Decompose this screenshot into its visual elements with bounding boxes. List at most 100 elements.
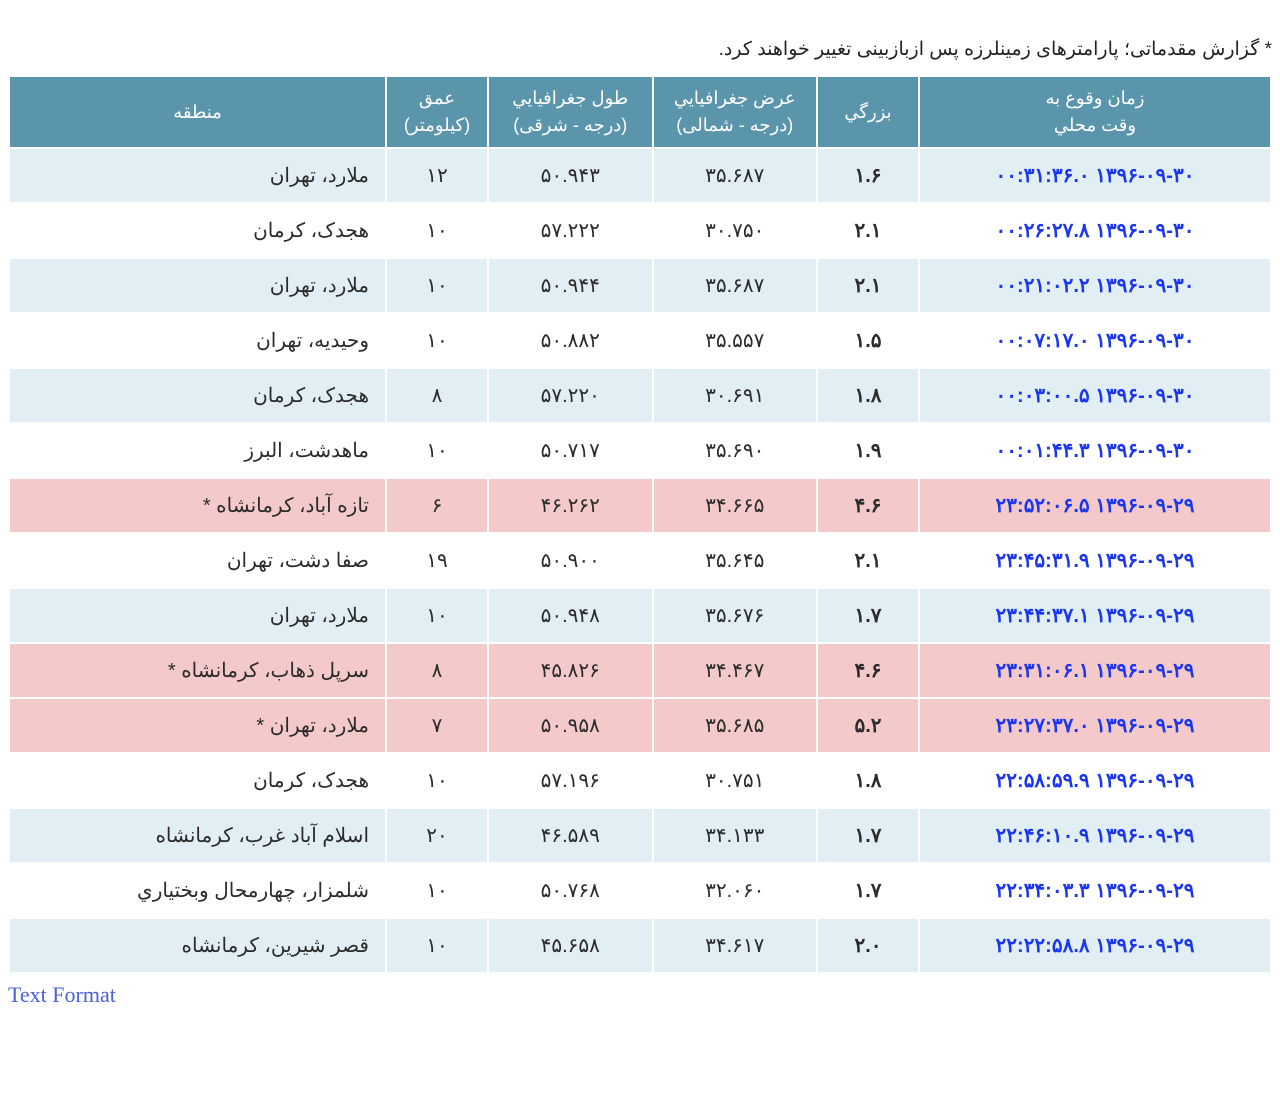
cell-mag: ۵.۲ xyxy=(818,699,918,752)
cell-time[interactable]: ۱۳۹۶-۰۹-۲۹ ۲۳:۴۴:۳۷.۱ xyxy=(920,589,1270,642)
cell-time[interactable]: ۱۳۹۶-۰۹-۳۰ ۰۰:۰۱:۴۴.۳ xyxy=(920,424,1270,477)
cell-lon: ۵۰.۷۱۷ xyxy=(489,424,652,477)
cell-mag: ۱.۷ xyxy=(818,864,918,917)
event-link[interactable]: ۱۳۹۶-۰۹-۲۹ ۲۳:۴۴:۳۷.۱ xyxy=(996,605,1195,627)
cell-region: هجدک، کرمان xyxy=(10,204,385,257)
cell-time[interactable]: ۱۳۹۶-۰۹-۳۰ ۰۰:۰۳:۰۰.۵ xyxy=(920,369,1270,422)
cell-depth: ۸ xyxy=(387,369,487,422)
event-link[interactable]: ۱۳۹۶-۰۹-۲۹ ۲۲:۲۲:۵۸.۸ xyxy=(996,935,1195,957)
text-format-link[interactable]: Text Format xyxy=(8,974,1272,1008)
cell-depth: ۱۰ xyxy=(387,424,487,477)
event-link[interactable]: ۱۳۹۶-۰۹-۲۹ ۲۲:۵۸:۵۹.۹ xyxy=(996,770,1195,792)
cell-depth: ۸ xyxy=(387,644,487,697)
cell-mag: ۱.۷ xyxy=(818,589,918,642)
cell-time[interactable]: ۱۳۹۶-۰۹-۲۹ ۲۲:۲۲:۵۸.۸ xyxy=(920,919,1270,972)
event-link[interactable]: ۱۳۹۶-۰۹-۲۹ ۲۳:۵۲:۰۶.۵ xyxy=(996,495,1195,517)
table-row: ۱۳۹۶-۰۹-۲۹ ۲۲:۳۴:۰۳.۳۱.۷۳۲.۰۶۰۵۰.۷۶۸۱۰شل… xyxy=(10,864,1270,917)
event-link[interactable]: ۱۳۹۶-۰۹-۳۰ ۰۰:۰۳:۰۰.۵ xyxy=(996,385,1195,407)
table-row: ۱۳۹۶-۰۹-۳۰ ۰۰:۰۱:۴۴.۳۱.۹۳۵.۶۹۰۵۰.۷۱۷۱۰ما… xyxy=(10,424,1270,477)
cell-lat: ۳۵.۵۵۷ xyxy=(654,314,817,367)
cell-lon: ۴۶.۲۶۲ xyxy=(489,479,652,532)
col-region: منطقه xyxy=(10,77,385,147)
cell-depth: ۱۰ xyxy=(387,589,487,642)
cell-depth: ۱۰ xyxy=(387,864,487,917)
table-row: ۱۳۹۶-۰۹-۲۹ ۲۲:۵۸:۵۹.۹۱.۸۳۰.۷۵۱۵۷.۱۹۶۱۰هج… xyxy=(10,754,1270,807)
cell-mag: ۴.۶ xyxy=(818,479,918,532)
table-row: ۱۳۹۶-۰۹-۲۹ ۲۳:۲۷:۳۷.۰۵.۲۳۵.۶۸۵۵۰.۹۵۸۷ملا… xyxy=(10,699,1270,752)
cell-lon: ۵۷.۱۹۶ xyxy=(489,754,652,807)
cell-lon: ۵۰.۹۵۸ xyxy=(489,699,652,752)
event-link[interactable]: ۱۳۹۶-۰۹-۳۰ ۰۰:۳۱:۳۶.۰ xyxy=(996,165,1195,187)
cell-depth: ۲۰ xyxy=(387,809,487,862)
cell-time[interactable]: ۱۳۹۶-۰۹-۲۹ ۲۳:۵۲:۰۶.۵ xyxy=(920,479,1270,532)
cell-time[interactable]: ۱۳۹۶-۰۹-۳۰ ۰۰:۳۱:۳۶.۰ xyxy=(920,149,1270,202)
earthquake-table: زمان وقوع بهوقت محليبزرگيعرض جغرافيايي(د… xyxy=(8,75,1272,974)
event-link[interactable]: ۱۳۹۶-۰۹-۲۹ ۲۳:۴۵:۳۱.۹ xyxy=(996,550,1195,572)
cell-time[interactable]: ۱۳۹۶-۰۹-۲۹ ۲۳:۴۵:۳۱.۹ xyxy=(920,534,1270,587)
table-body: ۱۳۹۶-۰۹-۳۰ ۰۰:۳۱:۳۶.۰۱.۶۳۵.۶۸۷۵۰.۹۴۳۱۲مل… xyxy=(10,149,1270,972)
cell-time[interactable]: ۱۳۹۶-۰۹-۲۹ ۲۲:۴۶:۱۰.۹ xyxy=(920,809,1270,862)
cell-region: ملارد، تهران * xyxy=(10,699,385,752)
event-link[interactable]: ۱۳۹۶-۰۹-۲۹ ۲۳:۳۱:۰۶.۱ xyxy=(996,660,1195,682)
cell-region: سرپل ذهاب، کرمانشاه * xyxy=(10,644,385,697)
table-row: ۱۳۹۶-۰۹-۳۰ ۰۰:۰۷:۱۷.۰۱.۵۳۵.۵۵۷۵۰.۸۸۲۱۰وح… xyxy=(10,314,1270,367)
cell-lon: ۵۷.۲۲۰ xyxy=(489,369,652,422)
cell-time[interactable]: ۱۳۹۶-۰۹-۲۹ ۲۳:۳۱:۰۶.۱ xyxy=(920,644,1270,697)
cell-lat: ۳۰.۷۵۱ xyxy=(654,754,817,807)
cell-lon: ۵۰.۹۴۳ xyxy=(489,149,652,202)
cell-depth: ۱۹ xyxy=(387,534,487,587)
table-row: ۱۳۹۶-۰۹-۲۹ ۲۳:۳۱:۰۶.۱۴.۶۳۴.۴۶۷۴۵.۸۲۶۸سرپ… xyxy=(10,644,1270,697)
event-link[interactable]: ۱۳۹۶-۰۹-۲۹ ۲۲:۴۶:۱۰.۹ xyxy=(996,825,1195,847)
cell-mag: ۲.۱ xyxy=(818,259,918,312)
table-row: ۱۳۹۶-۰۹-۲۹ ۲۳:۵۲:۰۶.۵ ۴.۶۳۴.۶۶۵۴۶.۲۶۲۶تاز… xyxy=(10,479,1270,532)
cell-lat: ۳۵.۶۸۵ xyxy=(654,699,817,752)
col-mag: بزرگي xyxy=(818,77,918,147)
cell-lat: ۳۴.۶۱۷ xyxy=(654,919,817,972)
preliminary-note: * گزارش مقدماتی؛ پارامترهای زمینلرزه پس … xyxy=(8,38,1272,61)
cell-lon: ۵۰.۸۸۲ xyxy=(489,314,652,367)
cell-depth: ۱۰ xyxy=(387,919,487,972)
cell-region: ماهدشت، البرز xyxy=(10,424,385,477)
col-lat: عرض جغرافيايي(درجه - شمالی) xyxy=(654,77,817,147)
cell-lat: ۳۴.۱۳۳ xyxy=(654,809,817,862)
event-link[interactable]: ۱۳۹۶-۰۹-۲۹ ۲۲:۳۴:۰۳.۳ xyxy=(996,880,1195,902)
cell-time[interactable]: ۱۳۹۶-۰۹-۲۹ ۲۳:۲۷:۳۷.۰ xyxy=(920,699,1270,752)
table-row: ۱۳۹۶-۰۹-۲۹ ۲۲:۴۶:۱۰.۹۱.۷۳۴.۱۳۳۴۶.۵۸۹۲۰اس… xyxy=(10,809,1270,862)
cell-time[interactable]: ۱۳۹۶-۰۹-۳۰ ۰۰:۰۷:۱۷.۰ xyxy=(920,314,1270,367)
cell-depth: ۱۰ xyxy=(387,754,487,807)
cell-region: هجدک، کرمان xyxy=(10,369,385,422)
cell-lon: ۵۰.۹۴۴ xyxy=(489,259,652,312)
cell-region: وحيديه، تهران xyxy=(10,314,385,367)
cell-time[interactable]: ۱۳۹۶-۰۹-۲۹ ۲۲:۳۴:۰۳.۳ xyxy=(920,864,1270,917)
cell-mag: ۱.۸ xyxy=(818,369,918,422)
event-link[interactable]: ۱۳۹۶-۰۹-۳۰ ۰۰:۰۱:۴۴.۳ xyxy=(996,440,1195,462)
table-header: زمان وقوع بهوقت محليبزرگيعرض جغرافيايي(د… xyxy=(10,77,1270,147)
cell-mag: ۲.۱ xyxy=(818,204,918,257)
cell-region: ملارد، تهران xyxy=(10,589,385,642)
cell-lat: ۳۲.۰۶۰ xyxy=(654,864,817,917)
cell-region: اسلام آباد غرب، کرمانشاه xyxy=(10,809,385,862)
cell-time[interactable]: ۱۳۹۶-۰۹-۲۹ ۲۲:۵۸:۵۹.۹ xyxy=(920,754,1270,807)
cell-lat: ۳۵.۶۸۷ xyxy=(654,259,817,312)
cell-time[interactable]: ۱۳۹۶-۰۹-۳۰ ۰۰:۲۱:۰۲.۲ xyxy=(920,259,1270,312)
cell-mag: ۲.۱ xyxy=(818,534,918,587)
cell-mag: ۱.۹ xyxy=(818,424,918,477)
cell-lat: ۳۵.۶۸۷ xyxy=(654,149,817,202)
table-row: ۱۳۹۶-۰۹-۲۹ ۲۲:۲۲:۵۸.۸۲.۰۳۴.۶۱۷۴۵.۶۵۸۱۰قص… xyxy=(10,919,1270,972)
event-link[interactable]: ۱۳۹۶-۰۹-۲۹ ۲۳:۲۷:۳۷.۰ xyxy=(996,715,1195,737)
cell-region: قصر شيرين، کرمانشاه xyxy=(10,919,385,972)
cell-lon: ۵۰.۹۰۰ xyxy=(489,534,652,587)
table-row: ۱۳۹۶-۰۹-۳۰ ۰۰:۲۱:۰۲.۲۲.۱۳۵.۶۸۷۵۰.۹۴۴۱۰مل… xyxy=(10,259,1270,312)
cell-lat: ۳۵.۶۷۶ xyxy=(654,589,817,642)
cell-depth: ۶ xyxy=(387,479,487,532)
event-link[interactable]: ۱۳۹۶-۰۹-۳۰ ۰۰:۲۶:۲۷.۸ xyxy=(996,220,1195,242)
cell-region: تازه آباد، کرمانشاه * xyxy=(10,479,385,532)
table-row: ۱۳۹۶-۰۹-۳۰ ۰۰:۳۱:۳۶.۰۱.۶۳۵.۶۸۷۵۰.۹۴۳۱۲مل… xyxy=(10,149,1270,202)
table-row: ۱۳۹۶-۰۹-۳۰ ۰۰:۰۳:۰۰.۵۱.۸۳۰.۶۹۱۵۷.۲۲۰۸هجد… xyxy=(10,369,1270,422)
cell-depth: ۱۲ xyxy=(387,149,487,202)
cell-time[interactable]: ۱۳۹۶-۰۹-۳۰ ۰۰:۲۶:۲۷.۸ xyxy=(920,204,1270,257)
event-link[interactable]: ۱۳۹۶-۰۹-۳۰ ۰۰:۰۷:۱۷.۰ xyxy=(996,330,1195,352)
cell-region: شلمزار، چهارمحال وبختياري xyxy=(10,864,385,917)
cell-lat: ۳۴.۶۶۵ xyxy=(654,479,817,532)
event-link[interactable]: ۱۳۹۶-۰۹-۳۰ ۰۰:۲۱:۰۲.۲ xyxy=(996,275,1195,297)
